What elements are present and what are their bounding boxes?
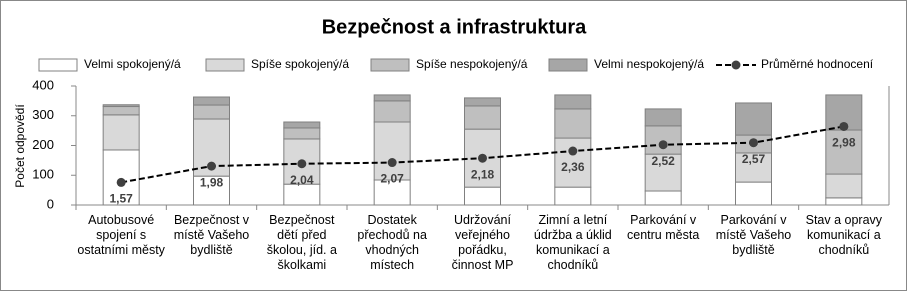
bar-segment bbox=[735, 102, 772, 136]
y-tick-label: 300 bbox=[32, 107, 54, 122]
average-marker bbox=[658, 140, 668, 150]
bar-segment bbox=[373, 100, 411, 123]
legend-swatch bbox=[205, 58, 245, 72]
bar-segment bbox=[464, 105, 501, 130]
value-label: 2,98 bbox=[832, 136, 856, 150]
bar-segment bbox=[554, 94, 592, 110]
value-label: 2,04 bbox=[290, 173, 314, 187]
bar-segment bbox=[735, 181, 772, 206]
chart-title: Bezpečnost a infrastruktura bbox=[322, 16, 587, 38]
value-label: 2,07 bbox=[380, 172, 404, 186]
legend-label: Velmi nespokojený/á bbox=[594, 57, 704, 71]
bar-segment bbox=[102, 114, 140, 151]
average-marker bbox=[207, 161, 216, 171]
bar-segment bbox=[644, 153, 682, 192]
value-label: 1,98 bbox=[200, 175, 224, 189]
value-label: 2,57 bbox=[742, 152, 766, 166]
value-label: 2,18 bbox=[471, 167, 495, 181]
legend-label: Spíše nespokojený/á bbox=[416, 57, 528, 71]
x-tick-label: Parkování v centru města bbox=[627, 213, 700, 242]
x-tick-label: Bezpečnost v místě Vašeho bydliště bbox=[173, 213, 250, 257]
y-tick-label: 100 bbox=[32, 167, 54, 182]
bar-segment bbox=[193, 175, 230, 206]
legend-swatch bbox=[370, 58, 410, 72]
bar-segment bbox=[373, 179, 411, 206]
average-marker bbox=[749, 138, 758, 148]
bar-segment bbox=[644, 190, 682, 206]
average-marker bbox=[387, 158, 397, 168]
average-marker bbox=[839, 121, 849, 131]
value-label: 2,52 bbox=[651, 154, 675, 168]
x-tick-label: Stav a opravy komunikací a chodníků bbox=[805, 213, 883, 257]
bar-segment bbox=[193, 96, 230, 106]
bar-segment bbox=[644, 125, 682, 155]
bar-segment bbox=[102, 104, 140, 108]
bar-segment bbox=[554, 108, 592, 139]
x-tick-label: Udržování veřejného pořádku, činnost MP bbox=[451, 213, 514, 272]
value-label: 1,57 bbox=[109, 192, 133, 206]
bar-segment bbox=[283, 127, 321, 140]
bar-segment bbox=[554, 186, 592, 206]
x-tick-label: Autobusové spojení s ostatními městy bbox=[77, 213, 165, 257]
bar-segment bbox=[464, 186, 501, 206]
y-tick-label: 400 bbox=[32, 77, 54, 92]
bar-segment bbox=[193, 104, 230, 120]
bar-segment bbox=[464, 97, 501, 107]
x-tick-label: Dostatek přechodů na vhodných místech bbox=[357, 213, 427, 272]
average-marker bbox=[478, 153, 487, 163]
average-marker bbox=[297, 159, 307, 169]
x-tick-label: Zimní a letní údržba a úklid komunikací … bbox=[533, 213, 612, 272]
legend-label: Spíše spokojený/á bbox=[251, 57, 349, 71]
y-tick-label: 0 bbox=[47, 196, 54, 211]
legend-label: Průměrné hodnocení bbox=[761, 57, 874, 71]
bar-segment bbox=[283, 121, 321, 129]
value-label: 2,36 bbox=[561, 160, 585, 174]
y-axis-label: Počet odpovědí bbox=[13, 104, 27, 188]
bar-segment bbox=[735, 152, 772, 183]
y-tick-label: 200 bbox=[32, 137, 54, 152]
bar-segment bbox=[825, 173, 863, 199]
bar-segment bbox=[373, 94, 411, 102]
bar-segment bbox=[102, 106, 140, 116]
legend-swatch bbox=[38, 58, 78, 72]
legend-swatch bbox=[548, 58, 588, 72]
average-marker bbox=[568, 146, 578, 156]
bar-segment bbox=[102, 149, 140, 206]
legend-marker bbox=[731, 60, 741, 70]
bar-segment bbox=[825, 197, 863, 206]
x-tick-label: Bezpečnost dětí před školou, jíd. a škol… bbox=[266, 213, 337, 272]
bar-segment bbox=[283, 183, 321, 206]
bar-segment bbox=[554, 137, 592, 188]
average-marker bbox=[116, 177, 126, 187]
bar-segment bbox=[644, 108, 682, 127]
legend-label: Velmi spokojený/á bbox=[84, 57, 181, 71]
x-tick-label: Parkování v místě Vašeho bydliště bbox=[715, 213, 792, 257]
bar-segment bbox=[373, 121, 411, 181]
